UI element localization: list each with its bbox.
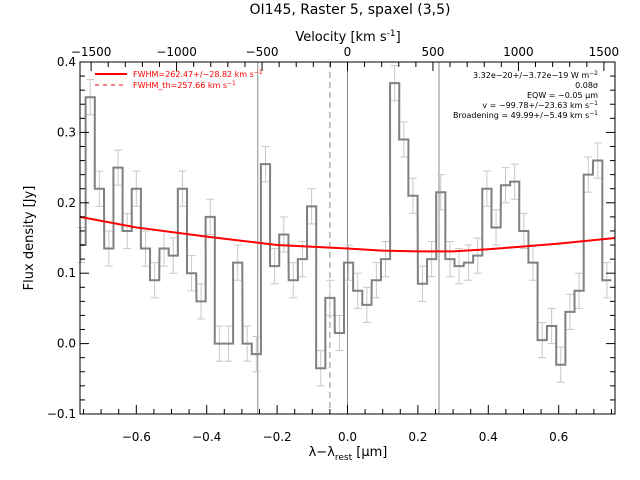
top-tick-label: −500 — [246, 45, 279, 59]
top-tick-label: 0 — [344, 45, 352, 59]
x-axis-ticks: −0.6 −0.4 −0.2 0.0 0.2 0.4 0.6 — [83, 405, 612, 444]
legend-label: FWHM=262.47+/−28.82 km s−1 — [133, 69, 263, 79]
y-axis-title: Flux density [Jy] — [22, 186, 37, 291]
reference-lines — [257, 62, 440, 414]
y-tick-label: 0.2 — [57, 196, 76, 210]
y-tick-label: 0.0 — [57, 337, 76, 351]
top-tick-label: 1000 — [503, 45, 534, 59]
x-tick-label: −0.4 — [192, 430, 221, 444]
x-tick-label: 0.6 — [549, 430, 568, 444]
y-tick-label: 0.1 — [57, 266, 76, 280]
y-tick-label: 0.4 — [57, 55, 76, 69]
x-tick-label: 0.0 — [338, 430, 357, 444]
x-tick-label: −0.6 — [122, 430, 151, 444]
top-tick-label: 500 — [422, 45, 445, 59]
top-axis-ticks: −1500 −1000 −500 0 500 1000 1500 — [71, 45, 619, 71]
x-tick-label: −0.2 — [263, 430, 292, 444]
spectrum-histogram — [80, 82, 612, 370]
annotation-line: 0.08σ — [575, 81, 598, 90]
x-axis-title: λ−λrest [μm] — [309, 445, 388, 463]
y-axis-ticks: −0.1 0.0 0.1 0.2 0.3 0.4 — [47, 55, 615, 421]
y-tick-label: 0.3 — [57, 125, 76, 139]
top-tick-label: −1000 — [156, 45, 197, 59]
annotation-line: 3.32e−20+/−3.72e−19 W m−2 — [473, 70, 598, 80]
legend: FWHM=262.47+/−28.82 km s−1FWHM_th=257.66… — [95, 69, 263, 90]
top-tick-label: −1500 — [71, 45, 112, 59]
chart-title: OI145, Raster 5, spaxel (3,5) — [250, 2, 451, 18]
legend-label: FWHM_th=257.66 km s−1 — [133, 80, 236, 90]
annotation-line: v = −99.78+/−23.63 km s−1 — [482, 100, 598, 110]
fit-curve — [79, 215, 616, 253]
top-tick-label: 1500 — [589, 45, 620, 59]
x-tick-label: 0.4 — [479, 430, 498, 444]
y-tick-label: −0.1 — [47, 407, 76, 421]
top-axis-title: Velocity [km s-1] — [295, 29, 400, 45]
x-tick-label: 0.2 — [408, 430, 427, 444]
annotation-line: EQW = −0.05 μm — [527, 91, 598, 100]
annotation-line: Broadening = 49.99+/−5.49 km s−1 — [453, 110, 598, 120]
